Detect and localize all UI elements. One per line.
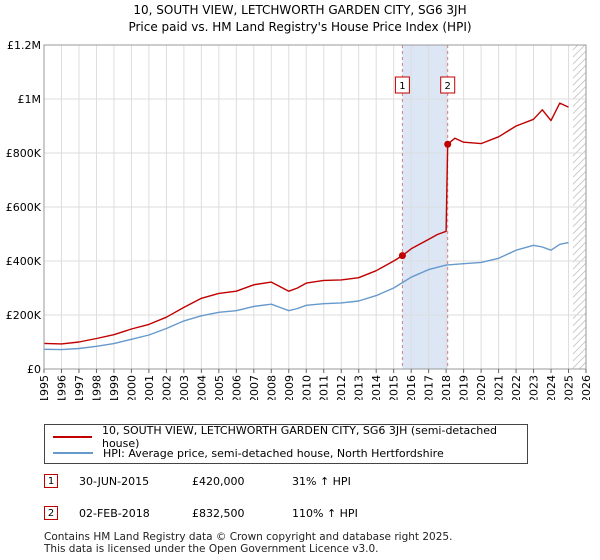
- legend: 10, SOUTH VIEW, LETCHWORTH GARDEN CITY, …: [44, 424, 528, 464]
- x-tick-label: 2003: [178, 375, 191, 400]
- plot-frame: [43, 44, 587, 370]
- price-chart: 1 2 £0 £200K £400K £600K £800K £1M £1.2M 1995 1996…: [6, 39, 593, 400]
- transaction-row: 2 02-FEB-2018 £832,500 110% ↑ HPI: [44, 504, 358, 522]
- x-tick-label: 2007: [248, 375, 261, 400]
- legend-hpi-label: HPI: Average price, semi-detached house,…: [103, 446, 444, 460]
- x-tick-label: 1999: [108, 375, 121, 400]
- x-tick-label: 1998: [90, 375, 103, 400]
- transaction-date: 30-JUN-2015: [79, 474, 150, 488]
- y-tick-label: £1M: [18, 93, 42, 106]
- legend-item-hpi: HPI: Average price, semi-detached house,…: [53, 445, 444, 461]
- footer: Contains HM Land Registry data © Crown c…: [44, 531, 452, 555]
- price-line-swatch: [53, 436, 92, 438]
- legend-item-price: 10, SOUTH VIEW, LETCHWORTH GARDEN CITY, …: [53, 424, 527, 450]
- x-tick-label: 2002: [160, 375, 173, 400]
- x-tick-label: 2017: [423, 375, 436, 400]
- hpi-line: [43, 241, 569, 351]
- x-tick-label: 1997: [73, 375, 86, 400]
- x-tick-label: 2014: [370, 375, 383, 400]
- x-tick-label: 2001: [143, 375, 156, 400]
- x-tick-label: 2000: [125, 375, 138, 400]
- transaction-hpi-change: 31% ↑ HPI: [292, 474, 351, 488]
- price-paid-line: [43, 102, 569, 345]
- x-tick-label: 2025: [563, 375, 576, 400]
- transaction-row: 1 30-JUN-2015 £420,000 31% ↑ HPI: [44, 472, 351, 490]
- x-tick-label: 2022: [510, 375, 523, 400]
- y-tick-label: £800K: [6, 147, 42, 160]
- marker-label: 2: [445, 81, 451, 92]
- marker-box: [394, 76, 410, 94]
- chart-title: 10, SOUTH VIEW, LETCHWORTH GARDEN CITY, …: [133, 3, 467, 17]
- hpi-line-swatch: [53, 452, 93, 454]
- x-tick-label: 2024: [545, 375, 558, 400]
- x-tick-label: 2009: [283, 375, 296, 400]
- x-tick-label: 2016: [405, 375, 418, 400]
- marker-box: [440, 76, 456, 94]
- x-tick-label: 2021: [493, 375, 506, 400]
- x-tick-label: 2015: [388, 375, 401, 400]
- x-tick-label: 2018: [440, 375, 453, 400]
- x-tick-label: 1995: [38, 375, 51, 400]
- x-tick-label: 2010: [300, 375, 313, 400]
- transaction-price: £420,000: [192, 474, 245, 488]
- sale-point: [398, 252, 406, 260]
- sale-point: [444, 140, 452, 148]
- footer-copyright: Contains HM Land Registry data © Crown c…: [44, 531, 453, 543]
- transaction-marker-badge: 1: [44, 474, 58, 488]
- y-tick-label: £600K: [6, 201, 42, 214]
- x-tick-label: 2008: [265, 375, 278, 400]
- y-tick-label: £200K: [6, 309, 42, 322]
- x-tick-label: 2019: [458, 375, 471, 400]
- marker-label: 1: [399, 81, 405, 92]
- x-tick-label: 2005: [213, 375, 226, 400]
- transaction-hpi-change: 110% ↑ HPI: [292, 506, 358, 520]
- legend-price-label: 10, SOUTH VIEW, LETCHWORTH GARDEN CITY, …: [101, 424, 498, 450]
- y-tick-label: £1.2M: [7, 39, 41, 52]
- y-tick-label: £400K: [6, 255, 42, 268]
- transaction-date: 02-FEB-2018: [79, 506, 150, 520]
- x-tick-label: 2023: [528, 375, 541, 400]
- x-tick-label: 2011: [318, 375, 331, 400]
- x-tick-label: 2006: [230, 375, 243, 400]
- x-tick-label: 2020: [475, 375, 488, 400]
- x-tick-label: 2004: [195, 375, 208, 400]
- x-tick-label: 2013: [353, 375, 366, 400]
- x-tick-label: 1996: [55, 375, 68, 400]
- x-tick-label: 2012: [335, 375, 348, 400]
- x-tick-label: 2026: [580, 375, 593, 400]
- transaction-marker-badge: 2: [44, 506, 58, 520]
- chart-subtitle: Price paid vs. HM Land Registry's House …: [128, 20, 472, 34]
- y-tick-label: £0: [27, 363, 41, 376]
- footer-licence: This data is licensed under the Open Gov…: [44, 543, 379, 555]
- transaction-price: £832,500: [192, 506, 245, 520]
